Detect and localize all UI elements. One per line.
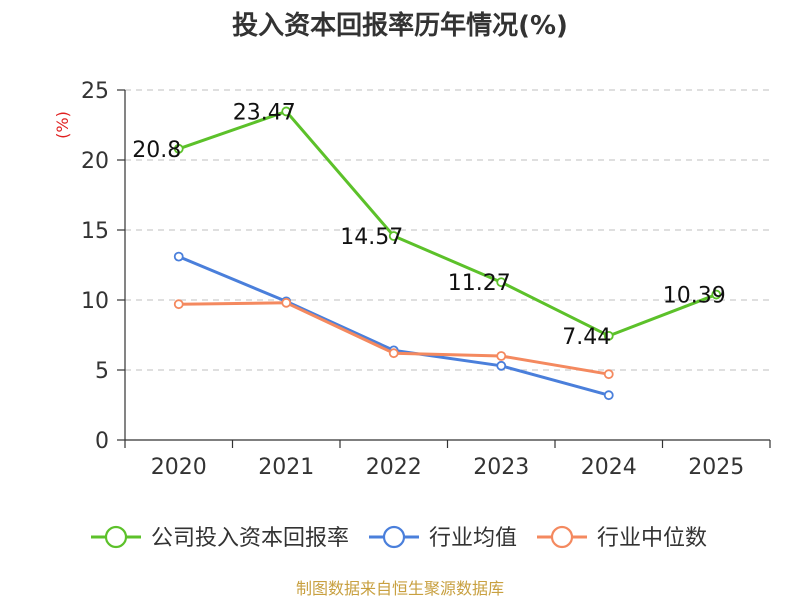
data-point-2-2020 bbox=[173, 299, 184, 310]
data-point-0-2023 bbox=[496, 277, 507, 288]
data-point-0-2020 bbox=[173, 143, 184, 154]
x-tick-label-2023: 2023 bbox=[473, 455, 529, 480]
y-tick-label-20: 20 bbox=[81, 149, 109, 174]
x-tick-label-2020: 2020 bbox=[151, 455, 207, 480]
gridlines bbox=[125, 89, 770, 371]
y-tick-label-10: 10 bbox=[81, 289, 109, 314]
data-point-2-2024 bbox=[603, 369, 614, 380]
data-point-2-2023 bbox=[496, 351, 507, 361]
legend-marker-2 bbox=[550, 525, 574, 549]
legend-label-0: 公司投入资本回报率 bbox=[151, 526, 349, 551]
data-label-2020: 20.8 bbox=[132, 138, 181, 163]
legend-item-1: 行业均值 bbox=[369, 525, 517, 551]
x-tick-label-2024: 2024 bbox=[581, 455, 637, 480]
data-point-0-2024 bbox=[603, 330, 614, 341]
legend: 公司投入资本回报率 行业均值 行业中位数 bbox=[91, 525, 707, 551]
data-point-0-2022 bbox=[388, 231, 399, 241]
series-group bbox=[173, 106, 722, 401]
data-point-0-2021 bbox=[281, 106, 292, 117]
data-label-2022: 14.57 bbox=[340, 225, 403, 250]
chart-title: 投入资本回报率历年情况(%) bbox=[232, 10, 568, 41]
y-tick-label-0: 0 bbox=[95, 429, 109, 454]
legend-item-0: 公司投入资本回报率 bbox=[91, 525, 349, 551]
y-tick-label-5: 5 bbox=[95, 359, 109, 384]
legend-label-1: 行业均值 bbox=[429, 526, 517, 551]
data-point-2-2021 bbox=[281, 297, 292, 308]
data-point-1-2024 bbox=[603, 390, 614, 401]
legend-marker-1 bbox=[382, 525, 406, 549]
y-tick-label-25: 25 bbox=[81, 79, 109, 104]
data-label-2021: 23.47 bbox=[233, 100, 296, 125]
legend-label-2: 行业中位数 bbox=[597, 526, 707, 551]
series-line-1 bbox=[178, 255, 610, 397]
data-labels: 20.8 23.47 14.57 11.27 7.44 10.39 bbox=[132, 100, 725, 349]
x-tick-label-2025: 2025 bbox=[688, 455, 744, 480]
data-label-2025: 10.39 bbox=[663, 284, 726, 309]
y-tick-label-15: 15 bbox=[81, 219, 109, 244]
data-point-0-2025 bbox=[711, 289, 722, 300]
series-line-2 bbox=[178, 301, 610, 376]
data-label-2023: 11.27 bbox=[448, 271, 511, 296]
series-line-0 bbox=[178, 109, 717, 338]
data-point-2-2022 bbox=[388, 348, 399, 359]
source-note: 制图数据来自恒生聚源数据库 bbox=[296, 579, 504, 598]
data-point-1-2023 bbox=[496, 360, 507, 371]
legend-item-2: 行业中位数 bbox=[537, 525, 707, 551]
x-tick-label-2022: 2022 bbox=[366, 455, 422, 480]
data-label-2024: 7.44 bbox=[562, 325, 611, 350]
legend-marker-0 bbox=[104, 525, 128, 549]
data-point-1-2020 bbox=[173, 251, 184, 262]
y-axis-label: (%) bbox=[53, 111, 72, 139]
x-tick-label-2021: 2021 bbox=[258, 455, 314, 480]
